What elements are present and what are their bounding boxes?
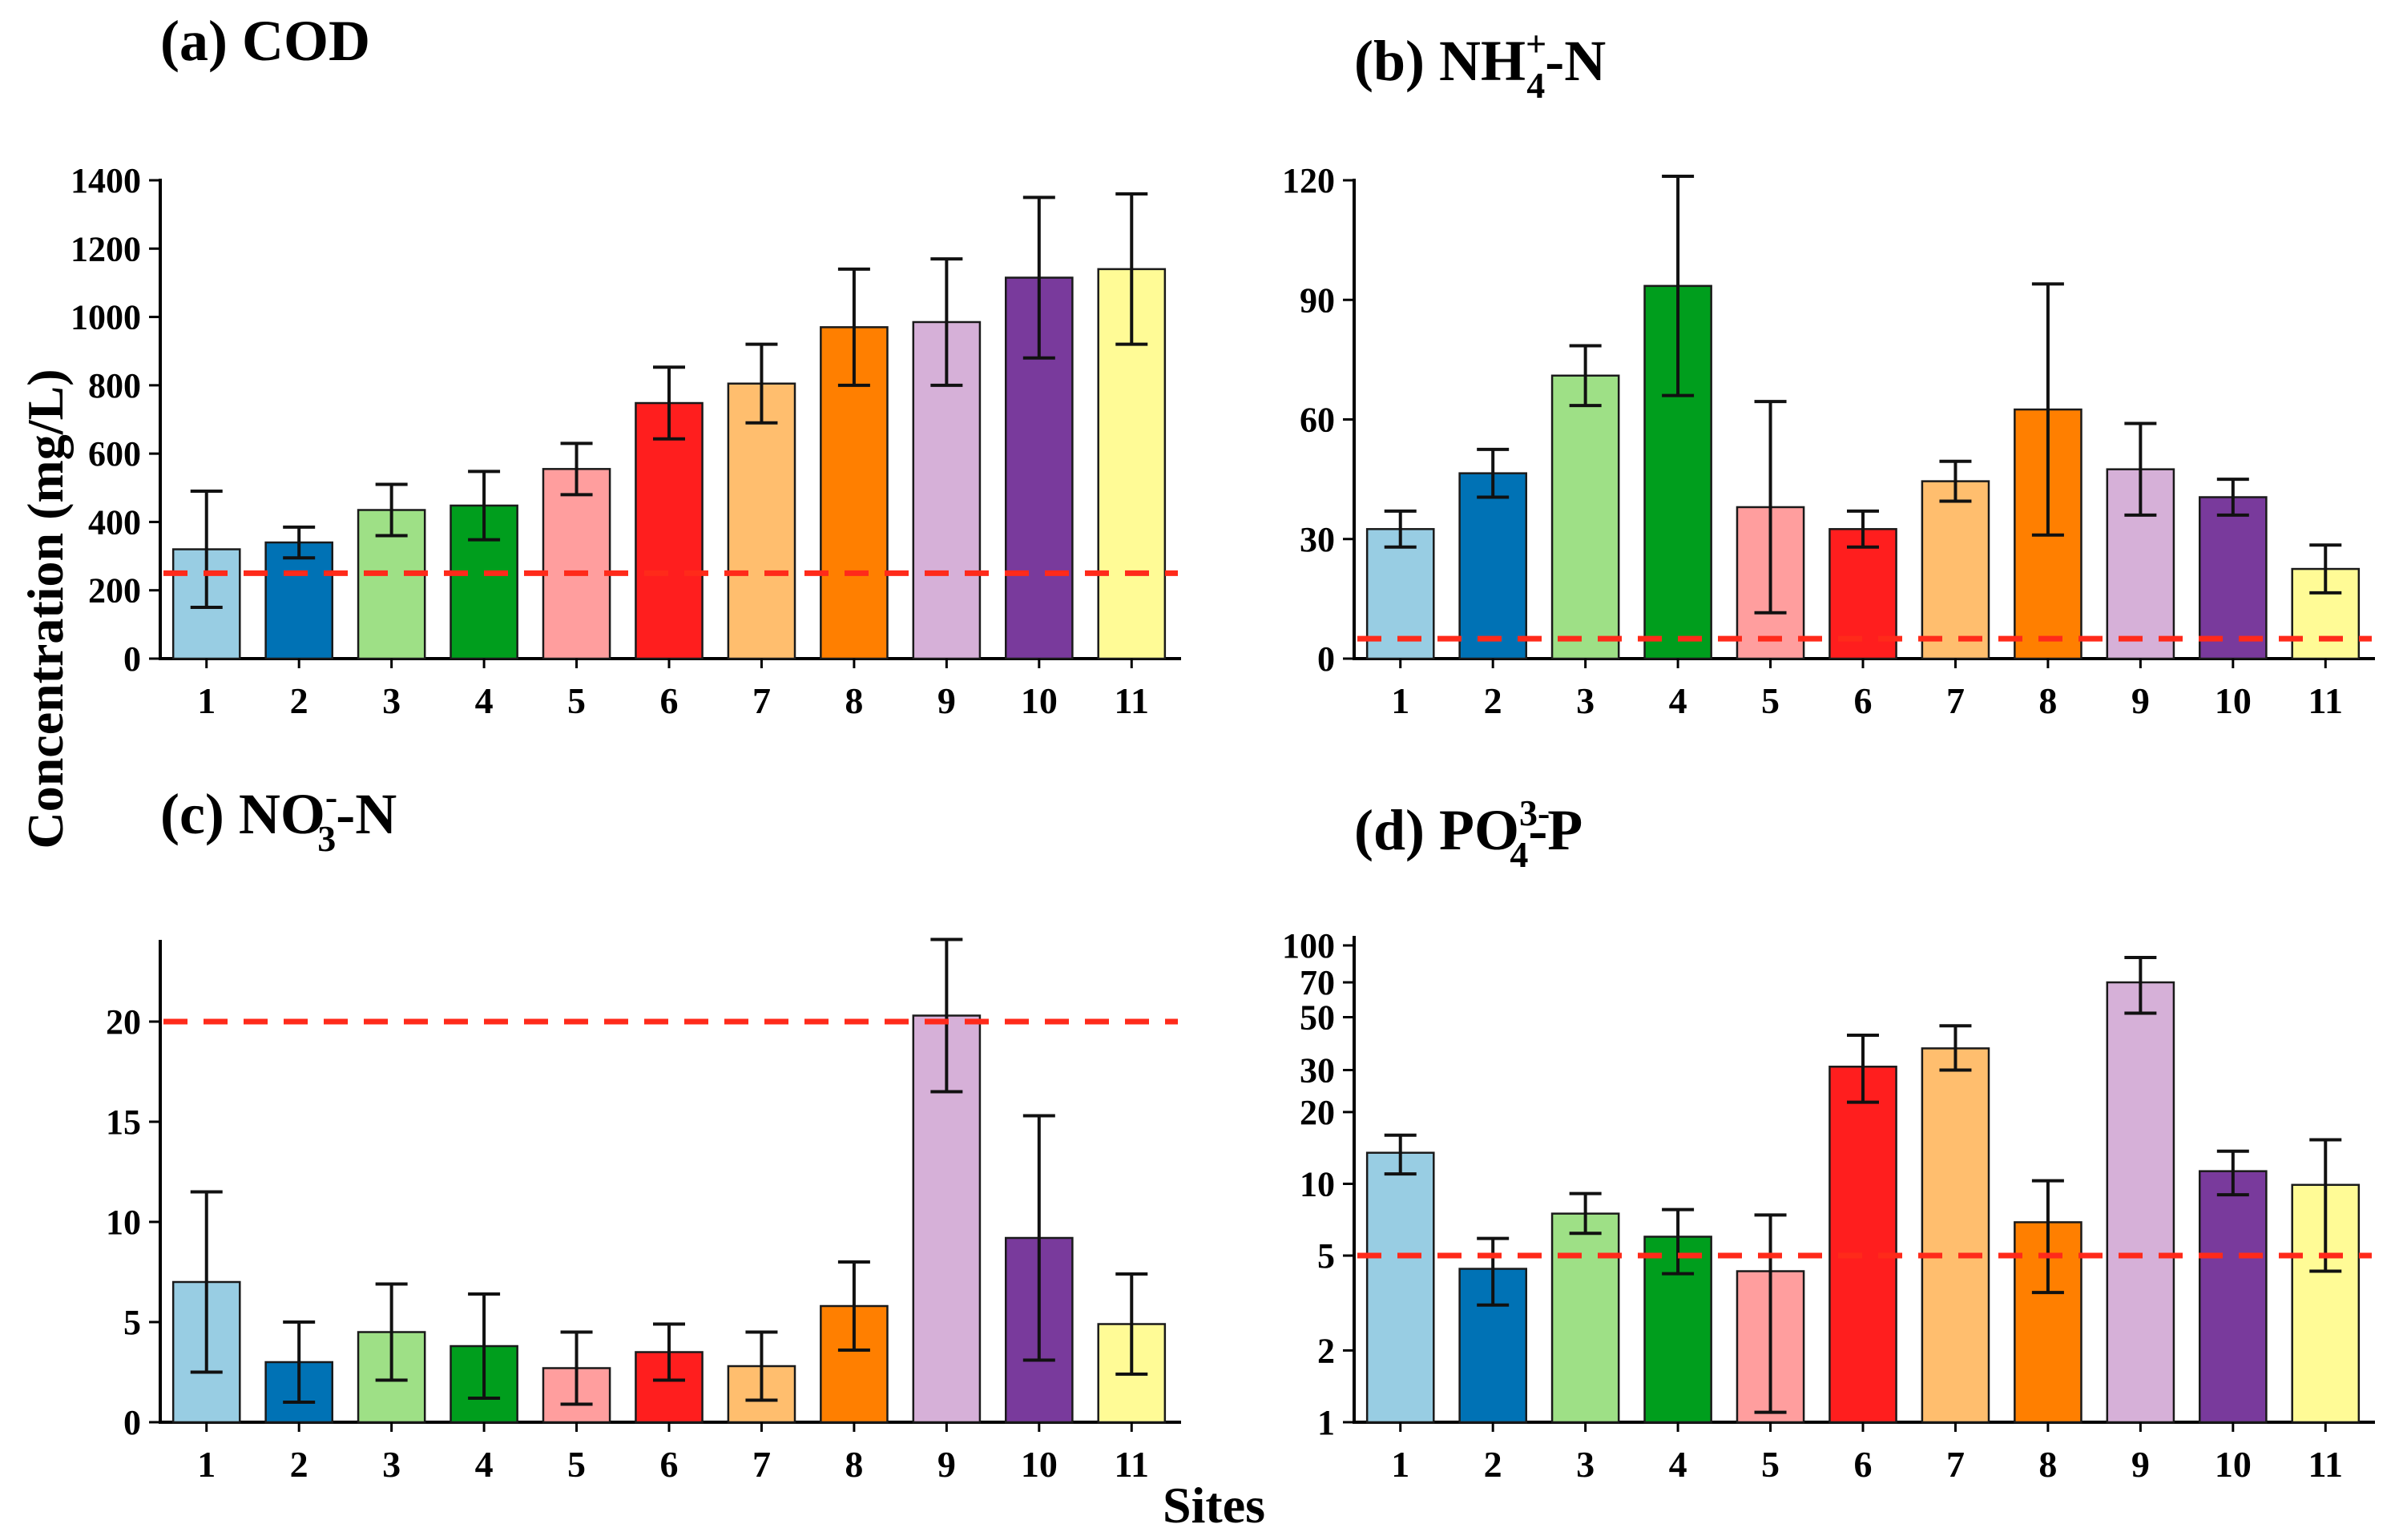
bar-site-2 — [264, 541, 333, 660]
bar-site-3 — [1550, 374, 1620, 660]
x-tick-label: 11 — [1115, 680, 1149, 721]
x-tick-label: 6 — [660, 1444, 679, 1485]
bar-site-7 — [727, 382, 796, 660]
y-tick-label: 200 — [88, 571, 141, 611]
y-tick-label: 10 — [1300, 1164, 1335, 1203]
bar-site-3 — [1550, 1212, 1620, 1424]
bar-site-9 — [2106, 981, 2175, 1424]
x-tick-label: 7 — [1946, 680, 1965, 721]
x-tick-label: 6 — [660, 680, 679, 721]
x-tick-label: 5 — [567, 1444, 586, 1485]
x-tick-label: 7 — [1946, 1444, 1965, 1485]
panel-a-cod: (a) COD 0 200 400 600 800 1000 1200 1400 1 2 3 4 5 6 7 8… — [71, 9, 1181, 721]
y-tick-label: 20 — [106, 1002, 141, 1042]
y-tick-label: 90 — [1300, 280, 1335, 320]
x-tick-label: 8 — [845, 680, 863, 721]
y-tick-label: 0 — [123, 1403, 141, 1442]
x-tick-label: 3 — [382, 1444, 401, 1485]
x-tick-label: 11 — [2308, 680, 2343, 721]
x-tick-label: 3 — [1576, 1444, 1595, 1485]
x-tick-label: 7 — [752, 1444, 771, 1485]
x-tick-label: 4 — [1669, 1444, 1687, 1485]
bar-site-6 — [1828, 1066, 1897, 1424]
y-axis-label: Concentration (mg/L) — [17, 369, 74, 849]
y-tick-label: 15 — [106, 1103, 141, 1142]
y-tick-label: 70 — [1300, 963, 1335, 1002]
x-tick-label: 1 — [1391, 680, 1409, 721]
y-tick-label: 2 — [1317, 1331, 1335, 1370]
panel-title: (b) NH+ 4-N — [1354, 23, 1606, 106]
x-tick-label: 4 — [1669, 680, 1687, 721]
y-tick-label: 600 — [88, 434, 141, 474]
y-tick-label: 0 — [123, 639, 141, 679]
panel-b-nh4: (b) NH+ 4-N 0 30 60 90 120 1 2 3 4 5 6 7 8 9 10 11 — [1282, 23, 2375, 721]
y-tick-label: 1200 — [71, 229, 141, 268]
x-tick-label: 8 — [845, 1444, 863, 1485]
y-tick-label: 100 — [1282, 926, 1335, 966]
x-tick-label: 11 — [1115, 1444, 1149, 1485]
bar-site-11 — [2291, 567, 2361, 660]
x-tick-label: 1 — [197, 680, 216, 721]
x-tick-label: 9 — [2131, 680, 2150, 721]
bar-site-7 — [1921, 480, 1990, 660]
x-tick-label: 6 — [1854, 680, 1873, 721]
x-tick-label: 4 — [475, 1444, 494, 1485]
x-tick-label: 2 — [1484, 680, 1502, 721]
x-tick-label: 6 — [1854, 1444, 1873, 1485]
x-tick-label: 10 — [2215, 680, 2252, 721]
y-tick-label: 1400 — [71, 161, 141, 200]
x-tick-label: 9 — [937, 1444, 956, 1485]
x-tick-label: 7 — [752, 680, 771, 721]
x-tick-label: 2 — [1484, 1444, 1502, 1485]
y-tick-label: 30 — [1300, 1051, 1335, 1090]
bar-site-6 — [635, 401, 704, 660]
panel-c-no3: (c) NO-3-N 0 5 10 15 20 1 2 3 4 5 6 7 8 9 10 11 — [106, 776, 1181, 1485]
x-tick-label: 4 — [475, 680, 494, 721]
bar-site-5 — [542, 468, 611, 660]
y-tick-label: 50 — [1300, 998, 1335, 1038]
y-tick-label: 5 — [123, 1303, 141, 1342]
x-tick-label: 10 — [1021, 1444, 1058, 1485]
x-tick-label: 10 — [2215, 1444, 2252, 1485]
y-tick-label: 60 — [1300, 401, 1335, 440]
panel-title: (c) NO-3-N — [160, 776, 397, 859]
y-tick-label: 1000 — [71, 298, 141, 337]
x-tick-label: 11 — [2308, 1444, 2343, 1485]
panel-title: (d) PO3-4-P — [1354, 792, 1583, 875]
y-tick-label: 800 — [88, 366, 141, 405]
x-tick-label: 3 — [382, 680, 401, 721]
y-tick-label: 0 — [1317, 639, 1335, 679]
x-tick-label: 8 — [2038, 680, 2057, 721]
x-tick-label: 1 — [197, 1444, 216, 1485]
y-tick-label: 1 — [1317, 1403, 1335, 1442]
x-tick-label: 10 — [1021, 680, 1058, 721]
bar-site-7 — [1921, 1047, 1990, 1424]
y-tick-label: 120 — [1282, 161, 1335, 200]
bar-site-10 — [2199, 496, 2268, 660]
x-tick-label: 8 — [2038, 1444, 2057, 1485]
x-tick-label: 9 — [937, 680, 956, 721]
y-tick-label: 30 — [1300, 520, 1335, 559]
x-tick-label: 5 — [1761, 1444, 1780, 1485]
y-tick-label: 5 — [1317, 1236, 1335, 1276]
x-tick-label: 5 — [1761, 680, 1780, 721]
x-tick-label: 2 — [290, 1444, 308, 1485]
y-tick-label: 10 — [106, 1203, 141, 1242]
bar-site-2 — [1458, 472, 1527, 660]
x-tick-label: 2 — [290, 680, 308, 721]
bar-site-1 — [1365, 1151, 1435, 1424]
panel-title: (a) COD — [160, 9, 370, 73]
y-tick-label: 20 — [1300, 1093, 1335, 1132]
x-tick-label: 9 — [2131, 1444, 2150, 1485]
bar-site-10 — [2199, 1170, 2268, 1424]
y-tick-label: 400 — [88, 502, 141, 542]
x-axis-label: Sites — [1163, 1477, 1265, 1534]
x-tick-label: 5 — [567, 680, 586, 721]
x-tick-label: 1 — [1391, 1444, 1409, 1485]
x-tick-label: 3 — [1576, 680, 1595, 721]
